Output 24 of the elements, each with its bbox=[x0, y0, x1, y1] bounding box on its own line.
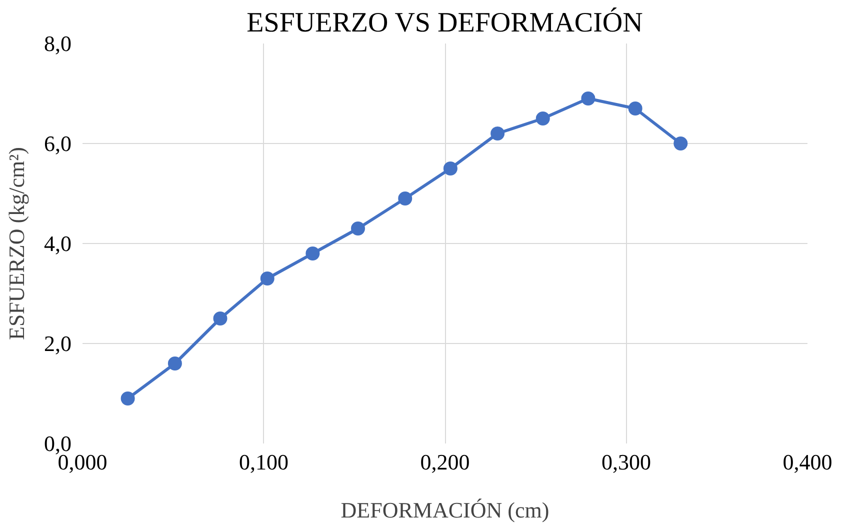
x-axis-title: DEFORMACIÓN (cm) bbox=[340, 498, 550, 522]
point bbox=[536, 112, 550, 126]
x-tick-label: 0,100 bbox=[239, 450, 288, 474]
y-tick-label: 2,0 bbox=[44, 331, 72, 356]
point bbox=[168, 356, 182, 370]
x-tick-label: 0,300 bbox=[602, 450, 651, 474]
point bbox=[674, 136, 688, 150]
point bbox=[120, 392, 135, 406]
y-axis-title: ESFUERZO (kg/cm²) bbox=[4, 147, 29, 340]
point bbox=[260, 272, 274, 286]
point bbox=[351, 222, 365, 236]
point bbox=[581, 92, 596, 106]
x-tick-label: 0,200 bbox=[420, 450, 470, 474]
y-tick-label: 6,0 bbox=[44, 131, 72, 156]
point bbox=[213, 312, 228, 326]
point bbox=[628, 102, 642, 116]
chart-title: ESFUERZO VS DEFORMACIÓN bbox=[246, 6, 643, 38]
point bbox=[443, 162, 458, 176]
y-tick-label: 4,0 bbox=[44, 231, 72, 256]
x-tick-label: 0,400 bbox=[782, 450, 832, 474]
point bbox=[398, 192, 412, 206]
point bbox=[306, 246, 320, 260]
y-tick-label: 8,0 bbox=[44, 31, 72, 56]
point bbox=[490, 126, 505, 140]
